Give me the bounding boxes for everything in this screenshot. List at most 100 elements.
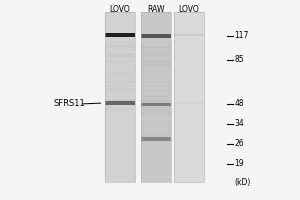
Bar	[141, 107, 171, 109]
Bar	[105, 94, 135, 95]
Bar	[105, 108, 135, 110]
Text: 26: 26	[235, 140, 244, 148]
Text: SFRS11: SFRS11	[54, 99, 86, 108]
Bar	[141, 124, 171, 125]
Bar	[105, 49, 135, 50]
Bar	[105, 60, 135, 61]
Bar	[105, 110, 135, 111]
Bar	[141, 103, 171, 105]
Bar	[105, 79, 135, 81]
Bar	[105, 76, 135, 77]
Bar	[141, 87, 171, 88]
Bar	[105, 47, 135, 49]
Bar	[105, 40, 135, 41]
Bar	[141, 111, 171, 113]
Bar	[105, 90, 135, 92]
Bar	[174, 12, 204, 182]
Bar	[141, 99, 171, 101]
Bar	[141, 71, 171, 72]
Bar	[105, 99, 135, 101]
Bar	[105, 83, 135, 84]
Bar	[105, 85, 135, 86]
Text: 85: 85	[235, 55, 244, 64]
Bar	[141, 97, 171, 99]
Bar	[141, 91, 171, 92]
Text: 117: 117	[235, 31, 249, 40]
Bar	[141, 60, 171, 62]
Bar	[174, 34, 204, 36]
Bar	[105, 53, 135, 54]
Bar	[105, 12, 135, 182]
Bar	[105, 81, 135, 83]
Text: LOVO: LOVO	[178, 4, 200, 14]
Text: 34: 34	[235, 119, 244, 129]
Bar	[141, 93, 171, 94]
Bar	[105, 65, 135, 67]
Bar	[141, 120, 171, 121]
Bar	[105, 101, 135, 102]
Bar	[105, 54, 135, 56]
Text: LOVO: LOVO	[110, 4, 130, 14]
Bar	[141, 116, 171, 117]
Bar	[105, 87, 135, 88]
Bar	[105, 67, 135, 68]
Bar	[174, 12, 204, 182]
Bar	[141, 101, 171, 103]
Bar	[105, 74, 135, 76]
Bar	[105, 72, 135, 74]
Bar	[141, 52, 171, 54]
Bar	[105, 45, 135, 47]
Bar	[105, 106, 135, 108]
Bar	[105, 101, 135, 105]
Bar	[141, 48, 171, 50]
Bar	[141, 50, 171, 52]
Bar	[141, 34, 171, 38]
Text: 48: 48	[235, 99, 244, 108]
Bar	[141, 79, 171, 80]
Bar	[105, 105, 135, 106]
Text: (kD): (kD)	[235, 178, 251, 186]
Bar	[141, 12, 171, 182]
Bar	[105, 33, 135, 37]
Bar	[141, 58, 171, 60]
Bar	[105, 71, 135, 72]
Bar	[141, 95, 171, 97]
Bar	[105, 42, 135, 43]
Bar	[141, 122, 171, 123]
Bar	[141, 134, 171, 135]
Bar	[105, 103, 135, 104]
Bar	[141, 56, 171, 58]
Bar	[141, 105, 171, 107]
Bar	[105, 44, 135, 45]
Bar	[141, 137, 171, 141]
Bar	[141, 42, 171, 43]
Bar	[141, 140, 171, 141]
Bar	[141, 89, 171, 90]
Bar	[105, 69, 135, 70]
Bar	[105, 92, 135, 93]
Bar	[141, 40, 171, 41]
Bar	[174, 102, 204, 104]
Bar	[141, 128, 171, 129]
Bar	[141, 118, 171, 119]
Bar	[141, 81, 171, 82]
Bar	[141, 54, 171, 56]
Bar	[141, 83, 171, 84]
Bar	[105, 63, 135, 65]
Bar	[141, 126, 171, 127]
Bar	[105, 97, 135, 99]
Bar	[141, 113, 171, 115]
Text: RAW: RAW	[147, 4, 165, 14]
Bar	[141, 136, 171, 137]
Bar	[141, 44, 171, 45]
Bar	[141, 62, 171, 64]
Bar	[105, 58, 135, 59]
Bar	[141, 12, 171, 182]
Bar	[141, 85, 171, 86]
Bar	[105, 88, 135, 90]
Bar	[105, 12, 135, 182]
Bar	[141, 75, 171, 76]
Bar	[105, 56, 135, 58]
Bar	[141, 69, 171, 70]
Bar	[141, 109, 171, 111]
